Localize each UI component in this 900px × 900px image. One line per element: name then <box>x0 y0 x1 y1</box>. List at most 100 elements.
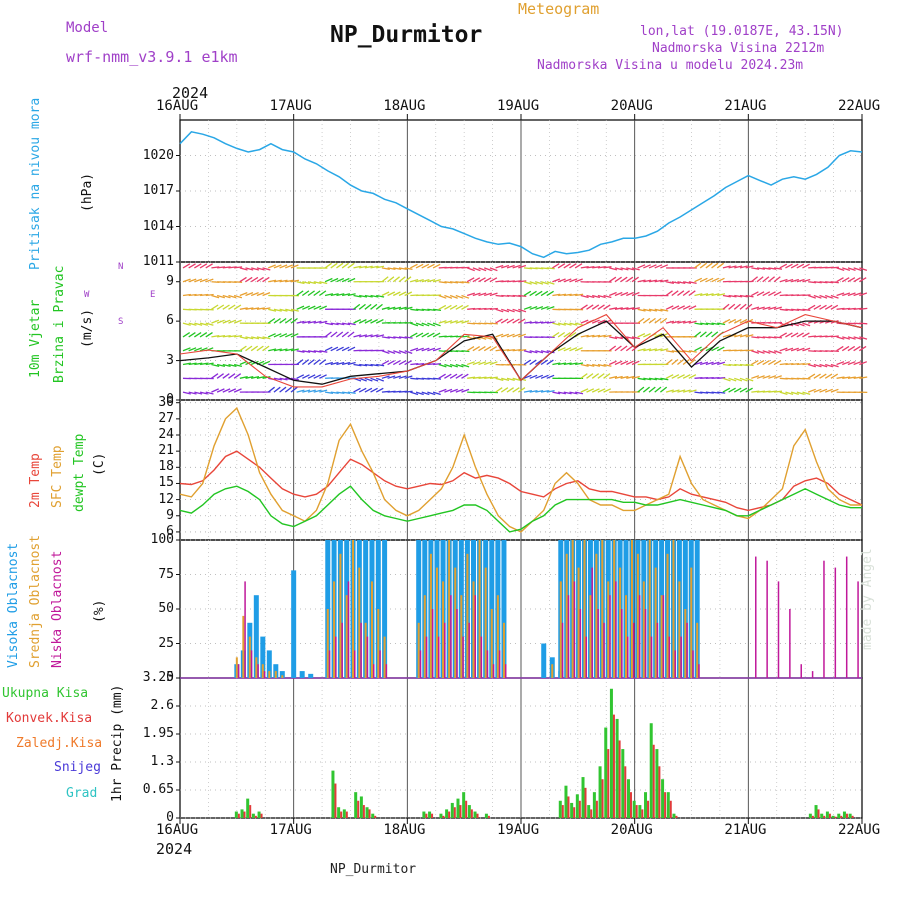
wind-barb <box>188 391 197 395</box>
wind-barb <box>449 320 458 324</box>
y-tick-label: 1.95 <box>142 726 174 741</box>
wind-barb <box>415 308 424 312</box>
wind-barb <box>393 267 402 271</box>
low-cloud-bar <box>662 595 665 678</box>
conv-precip-bar <box>465 800 468 818</box>
wind-barb <box>802 362 811 366</box>
wind-barb <box>659 386 668 393</box>
conv-precip-bar <box>470 809 473 818</box>
wind-barb <box>535 281 544 285</box>
wind-barb <box>762 306 771 310</box>
wind-barb <box>694 322 703 326</box>
wind-barb <box>284 317 293 324</box>
wind-barb <box>194 293 203 297</box>
wind-barb <box>597 319 606 324</box>
y-tick-label: 2.6 <box>150 698 174 713</box>
wind-barb <box>273 279 282 283</box>
wind-barb <box>847 376 856 379</box>
wind-barb <box>671 305 680 310</box>
wind-barb <box>637 333 646 338</box>
compass-west-icon: W <box>84 290 90 300</box>
conv-precip-bar <box>243 811 246 818</box>
wind-barb <box>546 281 555 285</box>
wind-barb <box>569 263 577 269</box>
wind-barb <box>523 374 532 379</box>
y-tick-label: 30 <box>158 394 174 410</box>
wind-barb <box>245 360 254 366</box>
wind-barb <box>364 377 373 382</box>
wind-barb <box>699 277 708 283</box>
wind-barb <box>319 320 328 324</box>
wind-barb <box>273 386 281 393</box>
total-precip-bar <box>581 777 585 818</box>
wind-barb <box>847 277 856 283</box>
wind-barb <box>813 373 821 379</box>
wind-barb <box>665 281 675 285</box>
wind-barb <box>768 390 777 393</box>
wind-barb <box>637 317 645 324</box>
wind-barb <box>546 305 555 310</box>
total-precip-bar <box>365 807 369 818</box>
wind-barb <box>234 281 243 283</box>
wind-barb <box>449 304 458 310</box>
wind-barb <box>671 320 680 324</box>
low-cloud-bar <box>627 636 629 678</box>
wind-barb <box>415 263 424 269</box>
mid-cloud-bar <box>358 567 361 678</box>
wind-barb <box>239 345 247 352</box>
conv-precip-bar <box>254 815 257 818</box>
wind-barb <box>222 373 230 379</box>
wind-barb <box>734 377 743 382</box>
wind-barb <box>188 278 197 283</box>
wind-barb <box>506 264 515 269</box>
wind-barb <box>802 294 811 297</box>
wind-barb <box>341 346 350 352</box>
wind-barb <box>745 265 754 269</box>
wind-barb <box>631 336 640 340</box>
axis-ticks <box>176 114 863 824</box>
mid-cloud-bar <box>364 622 367 678</box>
wind-barb <box>483 277 492 283</box>
wind-barb <box>301 359 310 366</box>
wind-barb <box>290 377 299 381</box>
wind-barb <box>466 267 475 272</box>
wind-barb <box>307 281 316 285</box>
wind-barb <box>182 332 191 338</box>
wind-barb <box>768 350 777 354</box>
wind-barb <box>330 331 338 338</box>
low-cloud-bar <box>237 664 240 678</box>
wind-barb <box>660 279 669 283</box>
wind-barb <box>324 322 334 326</box>
wind-barb <box>609 291 617 297</box>
wind-barb <box>694 293 703 297</box>
low-cloud-bar <box>419 650 422 678</box>
wind-barb <box>466 277 475 283</box>
mid-cloud-bar <box>370 581 373 678</box>
wind-barb <box>199 362 209 366</box>
conv-precip-bar <box>374 815 377 818</box>
low-cloud-bar <box>328 650 331 678</box>
wind-barb <box>836 292 845 297</box>
pressure-unit: (hPa) <box>80 172 95 212</box>
wind-barb <box>262 307 271 310</box>
wind-barb <box>825 294 834 299</box>
wind-barb <box>535 305 544 310</box>
wind-barb <box>563 391 572 395</box>
low-cloud-bar <box>597 609 599 678</box>
wind-barb <box>671 389 680 393</box>
wind-barb <box>330 322 339 326</box>
wind-barb <box>370 334 379 338</box>
total-precip-bar <box>342 809 346 818</box>
wind-barb <box>665 290 673 297</box>
wind-barb <box>483 267 493 272</box>
wind-barb <box>211 304 219 310</box>
wind-barb <box>756 276 764 283</box>
wind-barb <box>353 334 362 338</box>
wind-barb <box>643 377 652 381</box>
wind-barb <box>330 346 339 352</box>
wind-barb <box>717 293 726 297</box>
wind-barb <box>427 278 436 283</box>
low-cloud-bar <box>777 581 780 678</box>
wind-barb <box>751 306 760 310</box>
wind-barb <box>387 291 396 297</box>
